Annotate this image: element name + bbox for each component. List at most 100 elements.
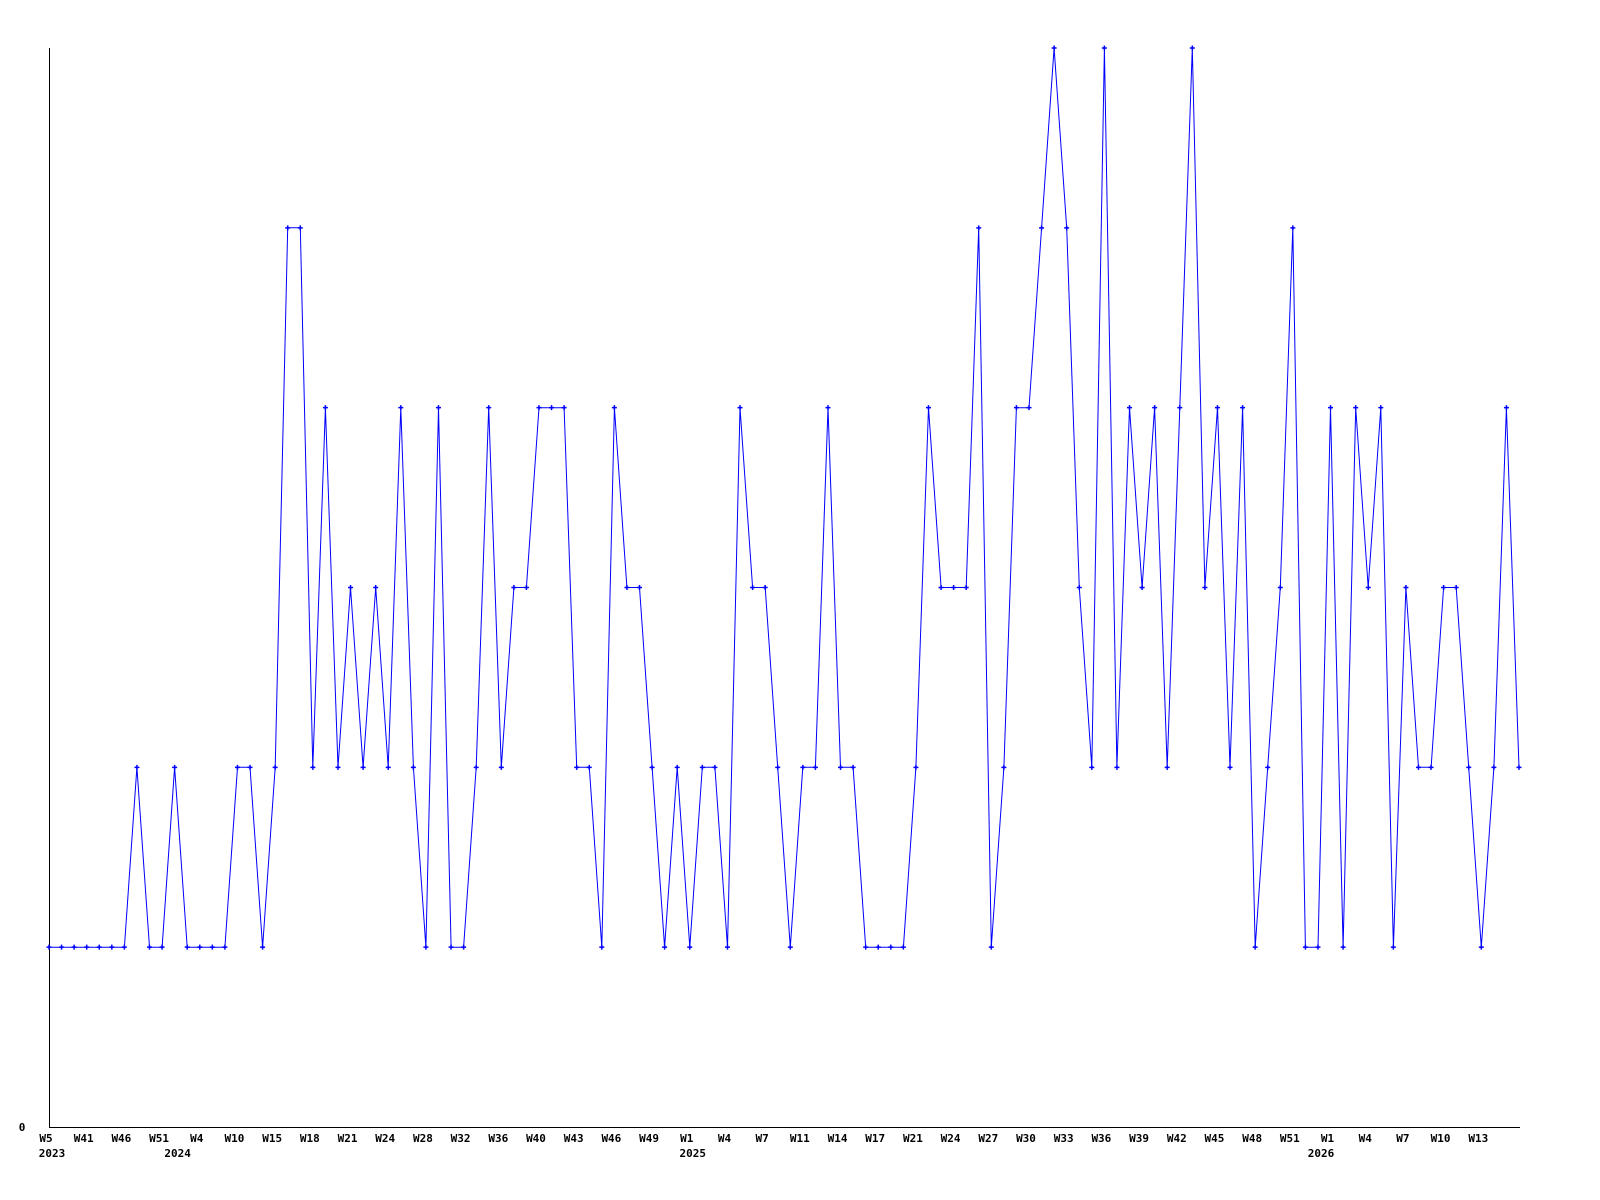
x-tick-label: W21 [903, 1132, 923, 1145]
data-point [1315, 944, 1321, 950]
data-point [134, 764, 140, 770]
data-point [385, 764, 391, 770]
data-point [637, 585, 643, 590]
x-tick-label: W1 [680, 1132, 694, 1145]
data-point [1453, 585, 1459, 590]
x-tick-label: W13 [1468, 1132, 1488, 1145]
data-point [222, 944, 228, 950]
x-tick-label: W10 [1431, 1132, 1451, 1145]
data-point [410, 764, 416, 770]
data-point [1491, 764, 1497, 770]
x-tick-label: W49 [639, 1132, 659, 1145]
data-point [272, 764, 278, 770]
data-point [611, 405, 617, 411]
data-point [121, 944, 127, 950]
x-tick-label: W7 [1396, 1132, 1409, 1145]
data-point [1127, 405, 1133, 411]
data-point [1101, 45, 1107, 51]
data-point [1227, 764, 1233, 770]
data-point [84, 944, 90, 950]
x-tick-label: W27 [978, 1132, 998, 1145]
data-point [1114, 764, 1120, 770]
data-point [775, 764, 781, 770]
data-point [900, 944, 906, 950]
data-point [1051, 45, 1057, 51]
x-tick-label: W46 [111, 1132, 131, 1145]
data-point [586, 764, 592, 770]
data-point [712, 764, 718, 770]
data-point [159, 944, 165, 950]
data-point [561, 405, 567, 411]
data-point [1403, 585, 1409, 590]
data-point [1064, 225, 1070, 231]
data-point [335, 764, 341, 770]
data-point [913, 764, 919, 770]
x-tick-label: W32 [451, 1132, 471, 1145]
x-tick-label: W36 [1091, 1132, 1111, 1145]
data-point [1415, 764, 1421, 770]
data-point [1390, 944, 1396, 950]
x-tick-label: W4 [190, 1132, 204, 1145]
x-tick-label: W10 [225, 1132, 245, 1145]
y-tick-label: 0 [19, 1121, 26, 1134]
data-point [109, 944, 115, 950]
data-point [1302, 944, 1308, 950]
data-point [297, 225, 303, 231]
data-point [1428, 764, 1434, 770]
x-tick-label: W11 [790, 1132, 810, 1145]
data-point [863, 944, 869, 950]
data-point [322, 405, 328, 411]
x-tick-label: W48 [1242, 1132, 1262, 1145]
data-point [461, 944, 467, 950]
data-point [1503, 405, 1509, 411]
data-point [988, 944, 994, 950]
year-label: 2023 [39, 1147, 66, 1160]
data-point [234, 764, 240, 770]
data-point [285, 225, 291, 231]
data-point [423, 944, 429, 950]
data-point [925, 405, 931, 411]
data-point [1240, 405, 1246, 411]
data-point [724, 944, 730, 950]
data-point [963, 585, 969, 590]
data-point [762, 585, 768, 590]
x-tick-label: W15 [262, 1132, 282, 1145]
year-label: 2026 [1308, 1147, 1335, 1160]
data-point [172, 764, 178, 770]
data-point [750, 585, 756, 590]
data-point [1466, 764, 1472, 770]
data-point [184, 944, 190, 950]
data-point [549, 405, 555, 411]
x-tick-label: W1 [1321, 1132, 1335, 1145]
data-point [71, 944, 77, 950]
data-point [1328, 405, 1334, 411]
data-point [511, 585, 517, 590]
x-tick-label: W4 [718, 1132, 732, 1145]
x-tick-label: W24 [941, 1132, 961, 1145]
data-point [1478, 944, 1484, 950]
data-point [1164, 764, 1170, 770]
data-point [435, 405, 441, 411]
data-point [1340, 944, 1346, 950]
x-tick-label: W51 [149, 1132, 169, 1145]
data-point [1013, 405, 1019, 411]
data-point [951, 585, 957, 590]
x-tick-label: W45 [1205, 1132, 1225, 1145]
x-tick-label: W30 [1016, 1132, 1036, 1145]
data-point [1001, 764, 1007, 770]
data-point [1378, 405, 1384, 411]
x-tick-label: W43 [564, 1132, 584, 1145]
x-tick-label: W4 [1359, 1132, 1373, 1145]
x-tick-label: W17 [865, 1132, 885, 1145]
data-point [599, 944, 605, 950]
data-point [1441, 585, 1447, 590]
data-point [1214, 405, 1220, 411]
data-point [850, 764, 856, 770]
x-tick-label: W39 [1129, 1132, 1149, 1145]
data-point [838, 764, 844, 770]
data-point [498, 764, 504, 770]
data-point [687, 944, 693, 950]
data-point [1252, 944, 1258, 950]
data-point [260, 944, 266, 950]
x-tick-label: W28 [413, 1132, 433, 1145]
